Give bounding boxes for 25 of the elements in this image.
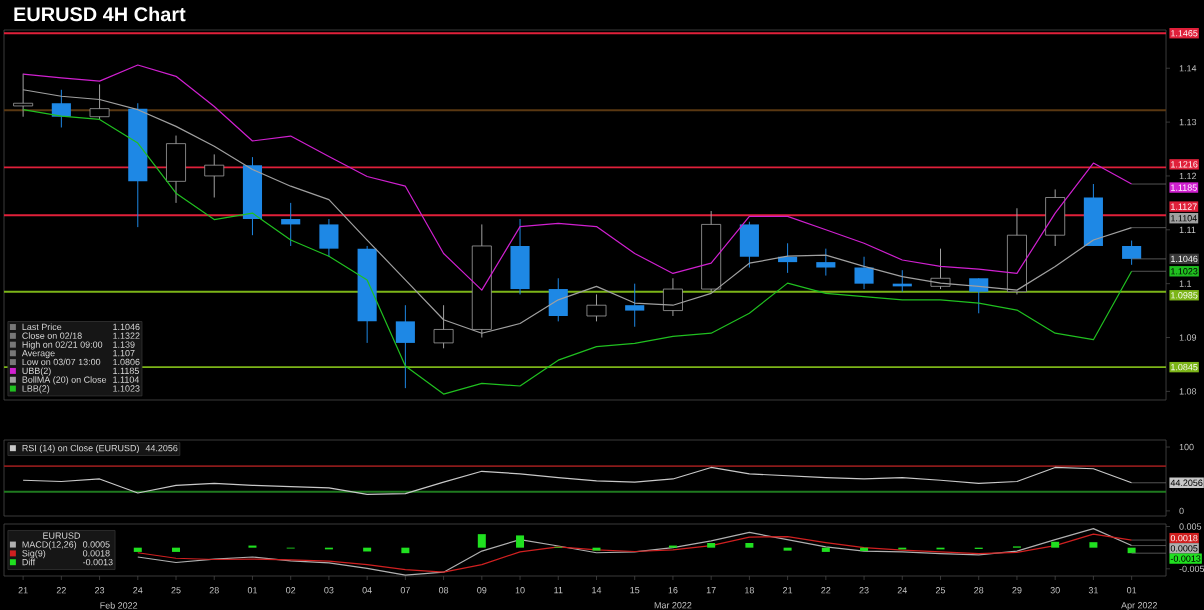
candlestick <box>625 283 645 328</box>
candlestick <box>662 277 683 317</box>
candlestick <box>816 248 836 277</box>
candlestick <box>166 135 186 204</box>
bar <box>1051 541 1060 548</box>
candlestick <box>586 293 607 322</box>
candlestick <box>969 277 989 314</box>
candlestick <box>395 304 415 389</box>
candlestick <box>510 218 530 295</box>
candlestick <box>204 153 225 198</box>
bar <box>1089 542 1098 548</box>
chart-title: EURUSD 4H Chart <box>14 6 186 22</box>
bar <box>1127 547 1136 554</box>
bar <box>516 535 525 548</box>
candlestick <box>51 89 71 128</box>
bar <box>477 534 486 548</box>
candlestick <box>548 277 568 322</box>
candlestick <box>281 202 301 247</box>
candlestick <box>854 256 874 290</box>
line-series <box>22 64 1133 291</box>
candlestick <box>1045 188 1066 247</box>
candlestick <box>1122 240 1142 266</box>
candlestick <box>319 218 339 258</box>
candlestick <box>739 221 759 269</box>
bar <box>401 547 410 554</box>
